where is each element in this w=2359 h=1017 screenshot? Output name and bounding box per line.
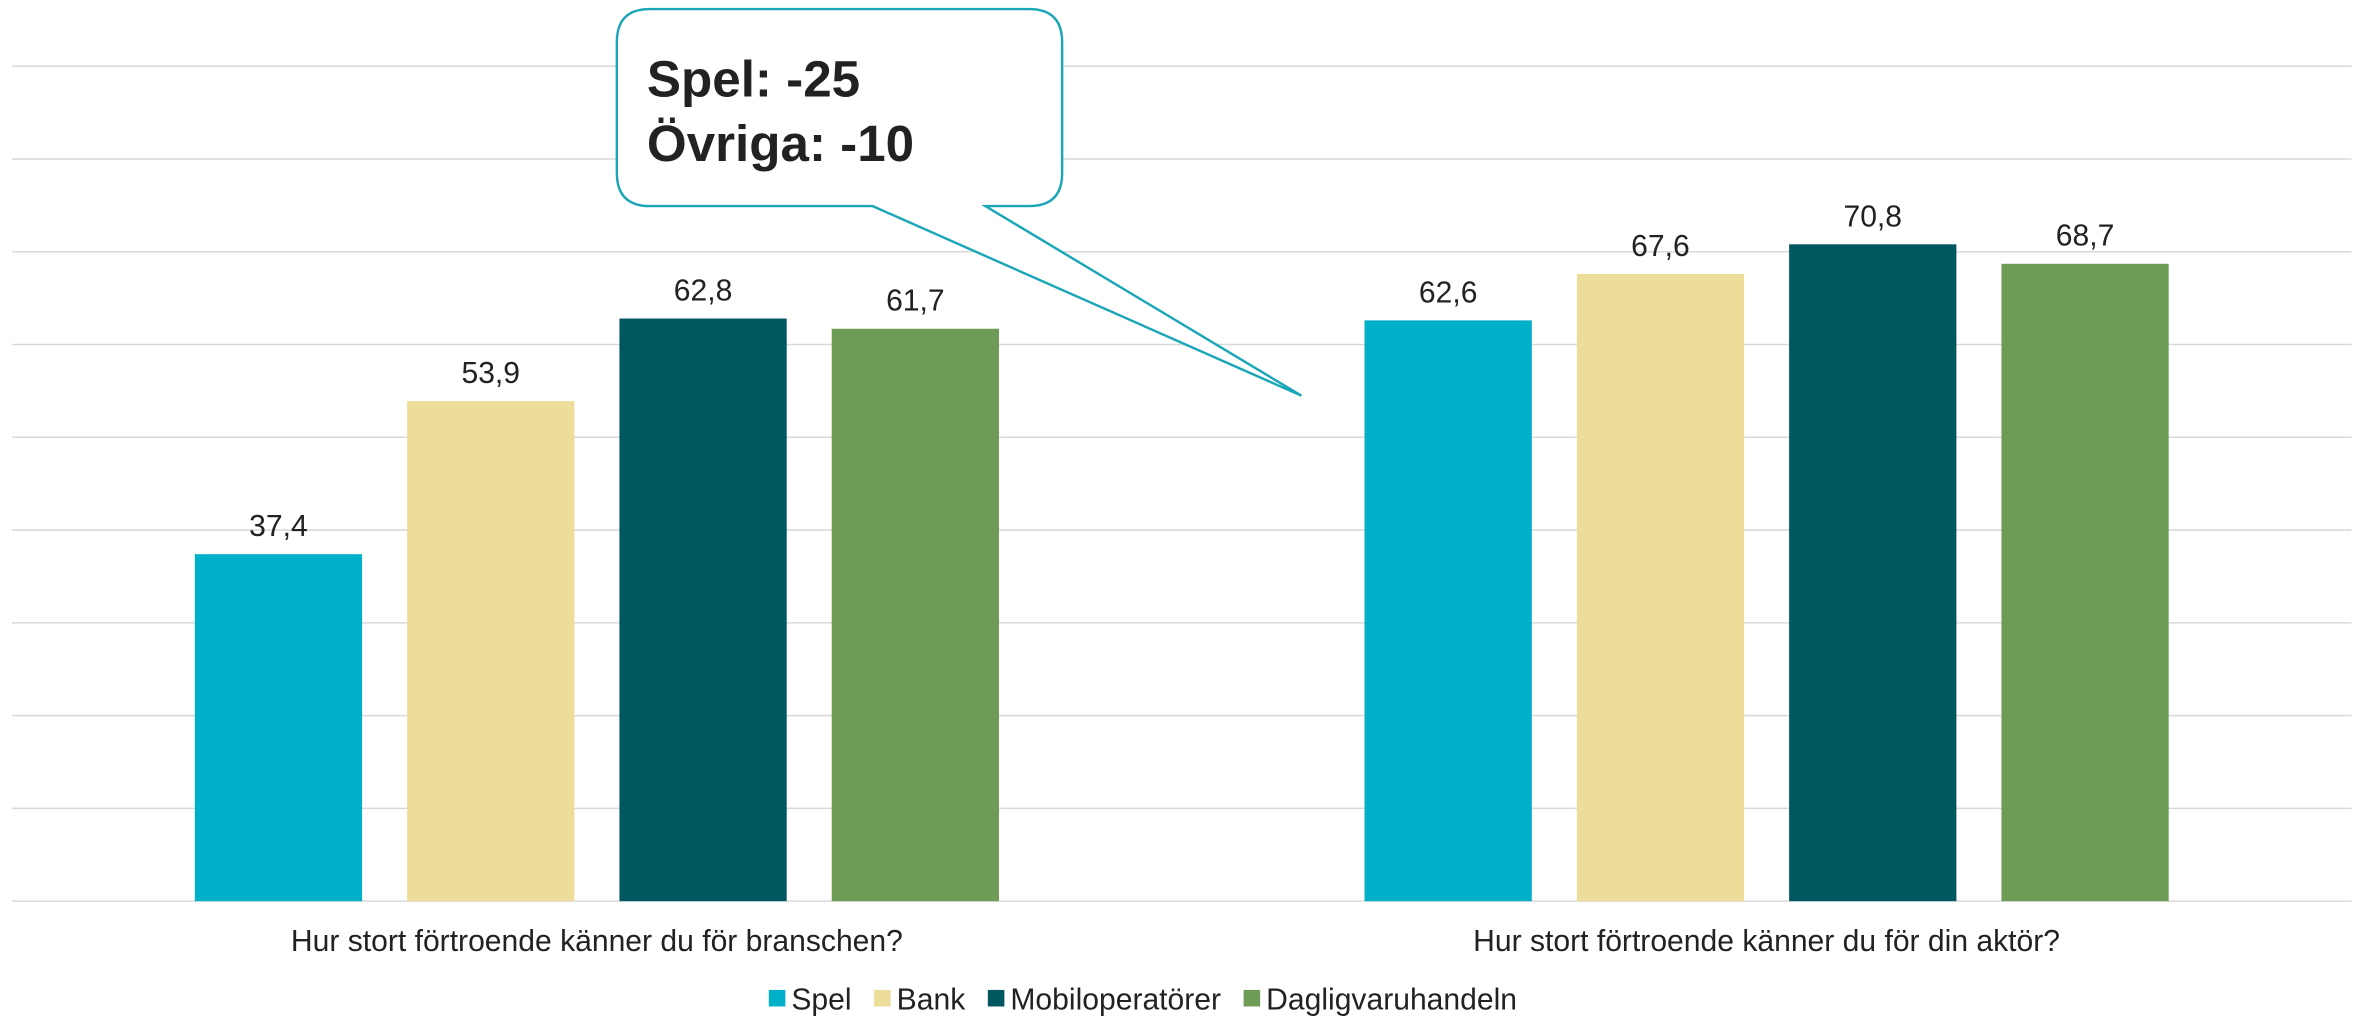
data-label: 62,6 xyxy=(1419,276,1478,309)
annotation: Övriga: -10 xyxy=(647,115,914,172)
bar xyxy=(407,401,575,902)
data-label: 53,9 xyxy=(461,357,520,390)
bar xyxy=(831,328,999,902)
data-label: 70,8 xyxy=(1843,200,1902,233)
data-label: 68,7 xyxy=(2056,220,2115,253)
legend-swatch xyxy=(987,989,1005,1007)
legend-swatch xyxy=(768,989,786,1007)
data-label: 37,4 xyxy=(249,510,308,543)
data-label: 61,7 xyxy=(886,285,945,318)
data-label: 67,6 xyxy=(1631,230,1690,263)
callout: Spel: -25 Övriga: -10 xyxy=(615,7,1302,397)
legend: Spel Bank Mobiloperatörer Dagligvaruhandeln xyxy=(768,983,1517,1016)
annotation: Spel: -25 xyxy=(647,50,860,107)
x-tick-label: Hur stort förtroende känner du för din a… xyxy=(1473,925,2060,958)
x-tick-label: Hur stort förtroende känner du för brans… xyxy=(291,925,903,958)
plot-area: 37,4 53,9 62,8 61,7 Hur stort förtroende kän… xyxy=(12,65,2352,958)
legend-label: Dagligvaruhandeln xyxy=(1266,983,1517,1016)
bar xyxy=(619,318,787,902)
callout-box xyxy=(615,7,1302,397)
legend-label: Mobiloperatörer xyxy=(1010,983,1221,1016)
bar xyxy=(1364,320,1532,902)
bar xyxy=(1789,244,1957,902)
legend-swatch xyxy=(1243,989,1261,1007)
bar xyxy=(2001,263,2169,902)
legend-label: Bank xyxy=(897,983,967,1016)
legend-swatch xyxy=(874,989,891,1007)
data-label: 62,8 xyxy=(674,274,733,307)
bar xyxy=(194,554,363,902)
legend-label: Spel xyxy=(791,983,851,1016)
bar xyxy=(1576,274,1745,902)
